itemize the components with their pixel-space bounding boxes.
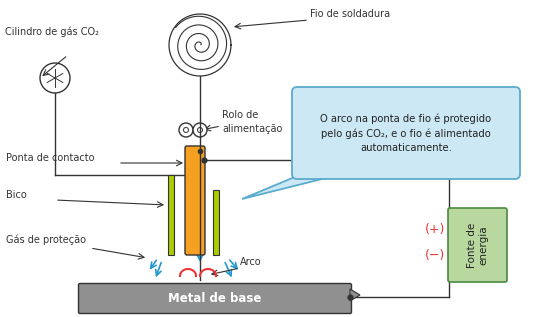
FancyBboxPatch shape [292, 87, 520, 179]
Text: (−): (−) [425, 249, 445, 262]
Text: Rolo de
alimentação: Rolo de alimentação [222, 110, 282, 133]
Text: Gás de proteção: Gás de proteção [6, 235, 86, 245]
Polygon shape [350, 289, 360, 301]
Text: O arco na ponta de fio é protegido
pelo gás CO₂, e o fio é alimentado
automatica: O arco na ponta de fio é protegido pelo … [320, 113, 492, 152]
Text: Arco: Arco [240, 257, 261, 267]
Circle shape [179, 123, 193, 137]
Text: Metal de base: Metal de base [168, 292, 262, 305]
Text: Bico: Bico [6, 190, 27, 200]
Text: Cilindro de gás CO₂: Cilindro de gás CO₂ [5, 27, 99, 37]
Bar [168, 175, 174, 255]
Circle shape [184, 127, 189, 133]
FancyBboxPatch shape [78, 283, 351, 314]
Circle shape [40, 63, 70, 93]
Polygon shape [242, 174, 342, 199]
Text: Fio de soldadura: Fio de soldadura [310, 9, 390, 19]
Text: Ponta de contacto: Ponta de contacto [6, 153, 94, 163]
FancyBboxPatch shape [448, 208, 507, 282]
Circle shape [193, 123, 207, 137]
Text: (+): (+) [425, 223, 445, 236]
Text: Fonte de
energia: Fonte de energia [467, 222, 488, 268]
Bar [213, 190, 219, 255]
Circle shape [198, 127, 203, 133]
FancyBboxPatch shape [185, 146, 205, 255]
